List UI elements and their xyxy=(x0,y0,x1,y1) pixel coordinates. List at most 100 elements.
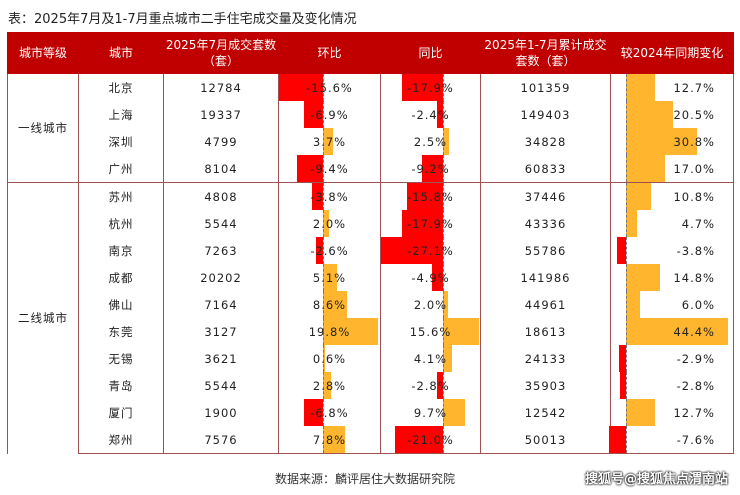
ytd-change-value: -7.6% xyxy=(676,432,715,447)
mom-change: 7.8% xyxy=(278,426,381,454)
ytd-change: -3.8% xyxy=(610,237,734,264)
july-volume: 12784 xyxy=(163,73,279,101)
yoy-change: -2.8% xyxy=(380,372,481,399)
mom-bar xyxy=(296,155,323,182)
city-name: 杭州 xyxy=(78,210,164,237)
table-row: 杭州 5544 2.0% -17.9% 43336 4.7% xyxy=(8,210,734,237)
city-name-value: 郑州 xyxy=(108,432,134,447)
zero-axis-line xyxy=(626,291,627,318)
mom-change-value: -15.6% xyxy=(306,80,353,95)
header-mom: 环比 xyxy=(278,32,381,74)
mom-change: 19.8% xyxy=(278,318,381,345)
zero-axis-line xyxy=(443,210,444,237)
ytd-change: 30.8% xyxy=(610,128,734,155)
city-name: 深圳 xyxy=(78,128,164,155)
table-row: 深圳 4799 3.7% 2.5% 34828 30.8% xyxy=(8,128,734,155)
yoy-change-value: 4.1% xyxy=(413,351,448,366)
ytd-change-value: 12.7% xyxy=(673,80,715,95)
yoy-bar xyxy=(394,426,443,453)
city-transactions-table: 城市等级 城市 2025年7月成交套数（套） 环比 同比 2025年1-7月累计… xyxy=(7,32,734,454)
july-volume-value: 8104 xyxy=(204,161,238,176)
zero-axis-line xyxy=(443,345,444,372)
july-volume: 7576 xyxy=(163,426,279,454)
ytd_chg-bar xyxy=(619,345,626,372)
yoy-change: 2.5% xyxy=(380,128,481,155)
july-volume-value: 7164 xyxy=(204,297,238,312)
mom-change-value: -3.8% xyxy=(310,189,349,204)
mom-change-value: -9.4% xyxy=(310,161,349,176)
ytd-volume: 50013 xyxy=(480,426,611,454)
city-name: 厦门 xyxy=(78,399,164,426)
city-name: 东莞 xyxy=(78,318,164,345)
ytd-volume-value: 149403 xyxy=(520,107,571,122)
city-name: 苏州 xyxy=(78,182,164,210)
july-volume: 19337 xyxy=(163,101,279,128)
ytd-change: 10.8% xyxy=(610,182,734,210)
mom-change-value: 8.6% xyxy=(312,297,347,312)
yoy-bar xyxy=(406,183,443,210)
table-row: 佛山 7164 8.6% 2.0% 44961 6.0% xyxy=(8,291,734,318)
ytd_chg-bar xyxy=(619,372,626,399)
table-row: 厦门 1900 -6.8% 9.7% 12542 12.7% xyxy=(8,399,734,426)
city-name-value: 杭州 xyxy=(108,216,134,231)
zero-axis-line xyxy=(323,101,324,128)
zero-axis-line xyxy=(626,318,627,345)
ytd-volume: 43336 xyxy=(480,210,611,237)
ytd_chg-bar xyxy=(626,399,656,426)
mom-change-value: -6.9% xyxy=(310,107,349,122)
july-volume: 3127 xyxy=(163,318,279,345)
yoy-bar xyxy=(380,237,443,264)
zero-axis-line xyxy=(323,318,324,345)
ytd-volume-value: 50013 xyxy=(524,432,567,447)
data-source: 数据来源：麟评居住大数据研究院 xyxy=(275,472,456,486)
zero-axis-line xyxy=(626,372,627,399)
yoy-change: -15.8% xyxy=(380,182,481,210)
yoy-bar xyxy=(443,291,448,318)
ytd-volume: 44961 xyxy=(480,291,611,318)
mom-bar xyxy=(303,399,323,426)
yoy-change: -27.1% xyxy=(380,237,481,264)
yoy-change: -21.0% xyxy=(380,426,481,454)
city-name: 北京 xyxy=(78,73,164,101)
table-row: 无锡 3621 0.6% 4.1% 24133 -2.9% xyxy=(8,345,734,372)
july-volume: 20202 xyxy=(163,264,279,291)
july-volume: 5544 xyxy=(163,210,279,237)
ytd-change-value: -2.8% xyxy=(676,378,715,393)
mom-bar xyxy=(323,210,329,237)
mom-change-value: 0.6% xyxy=(312,351,347,366)
ytd-volume-value: 24133 xyxy=(524,351,567,366)
mom-bar xyxy=(279,74,323,101)
table-row: 青岛 5544 2.8% -2.8% 35903 -2.8% xyxy=(8,372,734,399)
july-volume-value: 5544 xyxy=(204,378,238,393)
zero-axis-line xyxy=(323,399,324,426)
yoy-change-value: 15.6% xyxy=(409,324,452,339)
july-volume-value: 12784 xyxy=(200,80,242,95)
mom-change-value: -2.6% xyxy=(310,243,349,258)
zero-axis-line xyxy=(443,128,444,155)
july-volume-value: 3127 xyxy=(204,324,238,339)
zero-axis-line xyxy=(443,399,444,426)
yoy-change-value: -27.1% xyxy=(407,243,454,258)
city-tier: 一线城市 xyxy=(7,73,79,183)
city-tier: 二线城市 xyxy=(7,182,79,454)
yoy-change-value: -21.0% xyxy=(407,432,454,447)
mom-change-value: -6.8% xyxy=(310,405,349,420)
mom-change-value: 19.8% xyxy=(308,324,351,339)
zero-axis-line xyxy=(323,426,324,453)
city-name: 上海 xyxy=(78,101,164,128)
ytd-change-value: 17.0% xyxy=(673,161,715,176)
zero-axis-line xyxy=(323,183,324,210)
city-name-value: 深圳 xyxy=(108,134,134,149)
ytd_chg-bar xyxy=(626,210,637,237)
zero-axis-line xyxy=(626,183,627,210)
table-row: 一线城市 北京 12784 -15.6% -17.9% 101359 12.7% xyxy=(7,73,734,183)
july-volume: 5544 xyxy=(163,372,279,399)
header-yoy: 同比 xyxy=(380,32,481,74)
zero-axis-line xyxy=(443,426,444,453)
july-volume-value: 4799 xyxy=(204,134,238,149)
header-tier: 城市等级 xyxy=(7,32,79,74)
mom-bar xyxy=(315,237,323,264)
ytd-volume-value: 37446 xyxy=(524,189,567,204)
mom-bar xyxy=(323,318,379,345)
yoy-change-value: -2.8% xyxy=(411,378,450,393)
